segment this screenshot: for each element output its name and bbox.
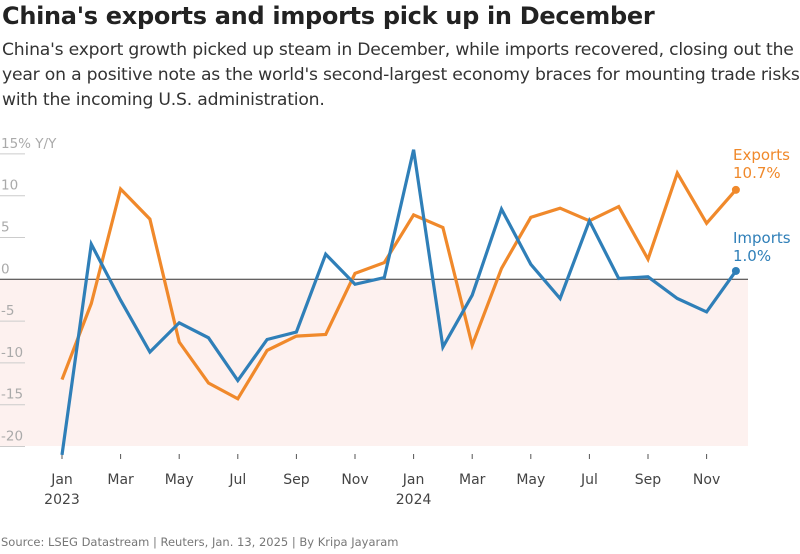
x-tick-label-year: 2024	[396, 492, 432, 508]
y-tick-label: -15	[1, 387, 23, 403]
x-tick-label-month: May	[165, 472, 194, 488]
chart-subtitle: China's export growth picked up steam in…	[2, 40, 800, 110]
series-end-value-imports: 1.0%	[733, 247, 771, 265]
data-point-exports	[731, 185, 740, 194]
chart-title: China's exports and imports pick up in D…	[2, 2, 655, 30]
data-point-imports	[731, 266, 740, 275]
x-tick-label-month: Mar	[107, 472, 134, 488]
x-tick-label-month: Sep	[635, 472, 662, 488]
y-tick-label: 5	[1, 220, 10, 236]
source-note: Source: LSEG Datastream | Reuters, Jan. …	[1, 535, 399, 549]
y-tick-label: -10	[1, 345, 23, 361]
y-tick-label: -20	[1, 429, 23, 445]
x-tick-label-month: Jan	[402, 472, 425, 488]
x-tick-label-year: 2023	[44, 492, 80, 508]
x-tick-label-month: Nov	[693, 472, 720, 488]
series-label-imports: Imports	[733, 229, 791, 247]
y-tick-label: 15% Y/Y	[1, 136, 57, 152]
series-line-imports	[60, 149, 738, 456]
x-tick-label-month: Jul	[228, 472, 246, 488]
x-tick-label-month: Jul	[580, 472, 598, 488]
y-tick-label: 10	[1, 178, 18, 194]
x-tick-label-month: Jan	[50, 472, 73, 488]
x-tick-label-month: Mar	[459, 472, 486, 488]
x-tick-label-month: Nov	[341, 472, 368, 488]
x-tick-label-month: May	[516, 472, 545, 488]
series-end-value-exports: 10.7%	[733, 164, 781, 182]
x-tick-label-month: Sep	[283, 472, 310, 488]
series-line-exports	[60, 169, 738, 401]
y-tick-label: 0	[1, 261, 10, 277]
series-label-exports: Exports	[733, 146, 790, 164]
y-tick-label: -5	[1, 303, 14, 319]
negative-region	[0, 279, 748, 446]
